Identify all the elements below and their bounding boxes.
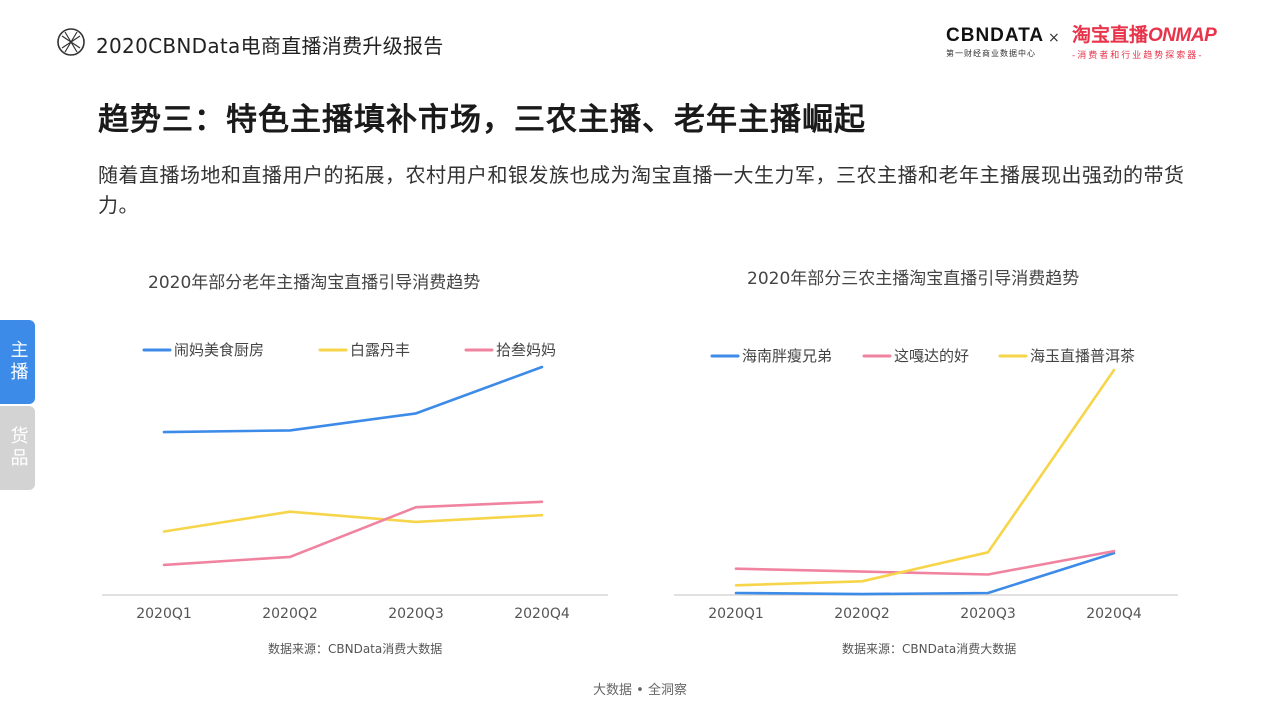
x-tick-label: 2020Q3 [960,606,1016,622]
report-logo-icon [57,28,85,56]
series-line-1 [162,365,544,434]
taobao-live-logo-cn: 淘宝直播 [1072,24,1149,46]
legend-item-2[interactable]: 白露丹丰 [318,341,410,359]
x-tick-label: 2020Q2 [262,606,318,622]
x-tick-label: 2020Q4 [1086,606,1142,622]
legend-label: 海玉直播普洱茶 [1030,347,1135,365]
taobao-live-logo: 淘宝直播ONMAP -消费者和行业趋势探索器- [1072,24,1232,61]
slide-title: 趋势三：特色主播填补市场，三农主播、老年主播崛起 [98,102,866,138]
legend-label: 这嘎达的好 [894,347,969,365]
legend-item-2[interactable]: 这嘎达的好 [862,347,969,365]
legend-item-3[interactable]: 海玉直播普洱茶 [998,347,1135,365]
legend-label: 白露丹丰 [350,341,410,359]
chart-1-title: 2020年部分老年主播淘宝直播引导消费趋势 [148,273,481,293]
cbndata-logo: CBNDATA 第一财经商业数据中心 [946,25,1045,59]
cbndata-logo-name: CBNDATA [946,25,1045,46]
brand-separator: × [1048,30,1060,46]
slide-description: 随着直播场地和直播用户的拓展，农村用户和银发族也成为淘宝直播一大生力军，三农主播… [98,163,1185,217]
legend-label: 闹妈美食厨房 [174,341,264,359]
taobao-live-logo-en: ONMAP [1148,25,1217,46]
legend-label: 海南胖瘦兄弟 [742,347,832,365]
legend-item-3[interactable]: 拾叁妈妈 [464,341,556,359]
series-line-2 [162,510,544,533]
chart-1-source: 数据来源：CBNData消费大数据 [268,642,443,656]
x-tick-label: 2020Q3 [388,606,444,622]
side-tab-anchors[interactable]: 主播 [0,320,35,404]
x-tick-label: 2020Q2 [834,606,890,622]
series-line-3 [162,500,544,567]
cbndata-logo-subtitle: 第一财经商业数据中心 [946,49,1036,58]
series-line-2 [734,549,1116,576]
chart-2-plot: 2020Q1 2020Q2 2020Q3 2020Q4 海南胖瘦兄弟 这嘎达的好 海玉直播普… [674,347,1178,622]
legend-item-1[interactable]: 闹妈美食厨房 [142,341,264,359]
taobao-live-logo-subtitle: -消费者和行业趋势探索器- [1072,51,1204,61]
report-title: 2020CBNData电商直播消费升级报告 [96,34,444,58]
x-tick-label: 2020Q1 [708,606,764,622]
series-line-3 [734,368,1116,587]
footer-slogan: 大数据 • 全洞察 [593,683,687,698]
x-tick-label: 2020Q4 [514,606,570,622]
chart-2-title: 2020年部分三农主播淘宝直播引导消费趋势 [747,269,1080,289]
chart-1-plot: 2020Q1 2020Q2 2020Q3 2020Q4 闹妈美食厨房 白露丹丰 拾叁妈妈 [102,341,608,622]
chart-2-source: 数据来源：CBNData消费大数据 [842,642,1017,656]
taobao-live-logo-name: 淘宝直播ONMAP [1072,24,1232,47]
x-tick-label: 2020Q1 [136,606,192,622]
side-tab-products[interactable]: 货品 [0,406,35,490]
legend-item-1[interactable]: 海南胖瘦兄弟 [710,347,832,365]
series-line-1 [734,551,1116,596]
legend-label: 拾叁妈妈 [496,341,556,359]
